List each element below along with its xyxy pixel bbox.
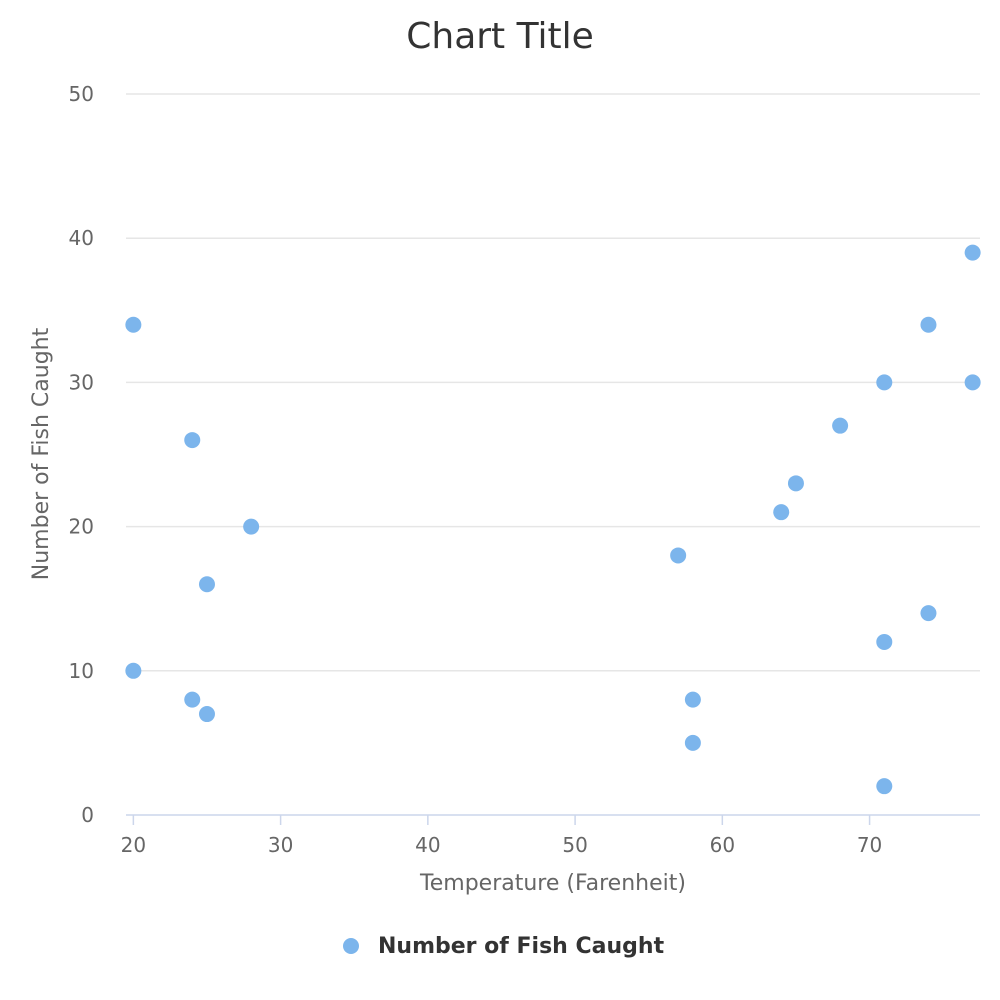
data-point[interactable] (876, 633, 893, 650)
data-point[interactable] (920, 605, 937, 622)
data-point[interactable] (876, 374, 893, 391)
data-point[interactable] (876, 778, 893, 795)
legend-marker-icon (343, 938, 359, 954)
y-tick-label: 0 (81, 803, 94, 827)
data-point[interactable] (125, 316, 142, 333)
x-tick-label: 60 (710, 833, 735, 857)
data-point[interactable] (184, 432, 201, 449)
data-point[interactable] (184, 691, 201, 708)
data-point[interactable] (832, 417, 849, 434)
gridlines (126, 93, 980, 672)
chart-title: Chart Title (406, 16, 594, 57)
data-point[interactable] (198, 706, 215, 723)
y-tick-label: 50 (69, 82, 94, 106)
data-point[interactable] (920, 316, 937, 333)
data-point[interactable] (198, 576, 215, 593)
data-point[interactable] (773, 504, 790, 521)
data-point[interactable] (670, 547, 687, 564)
data-point[interactable] (964, 374, 981, 391)
data-point[interactable] (125, 662, 142, 679)
x-axis-title: Temperature (Farenheit) (419, 871, 686, 896)
y-tick-label: 30 (69, 370, 94, 394)
data-point[interactable] (684, 691, 701, 708)
y-tick-label: 10 (69, 659, 94, 683)
y-tick-label: 20 (69, 515, 94, 539)
data-point[interactable] (684, 734, 701, 751)
x-tick-label: 50 (562, 833, 587, 857)
x-tick-label: 70 (857, 833, 882, 857)
y-axis-ticks: 0 10 20 30 40 50 (69, 82, 94, 827)
y-tick-label: 40 (69, 226, 94, 250)
x-axis-ticks: 20 30 40 50 60 70 (121, 815, 882, 857)
legend[interactable]: Number of Fish Caught (343, 934, 665, 959)
data-points (125, 244, 981, 795)
y-axis-title: Number of Fish Caught (29, 327, 54, 580)
x-tick-label: 20 (121, 833, 146, 857)
x-tick-label: 30 (268, 833, 293, 857)
x-tick-label: 40 (415, 833, 440, 857)
legend-label[interactable]: Number of Fish Caught (378, 934, 665, 959)
data-point[interactable] (964, 244, 981, 261)
data-point[interactable] (243, 518, 260, 535)
data-point[interactable] (787, 475, 804, 492)
